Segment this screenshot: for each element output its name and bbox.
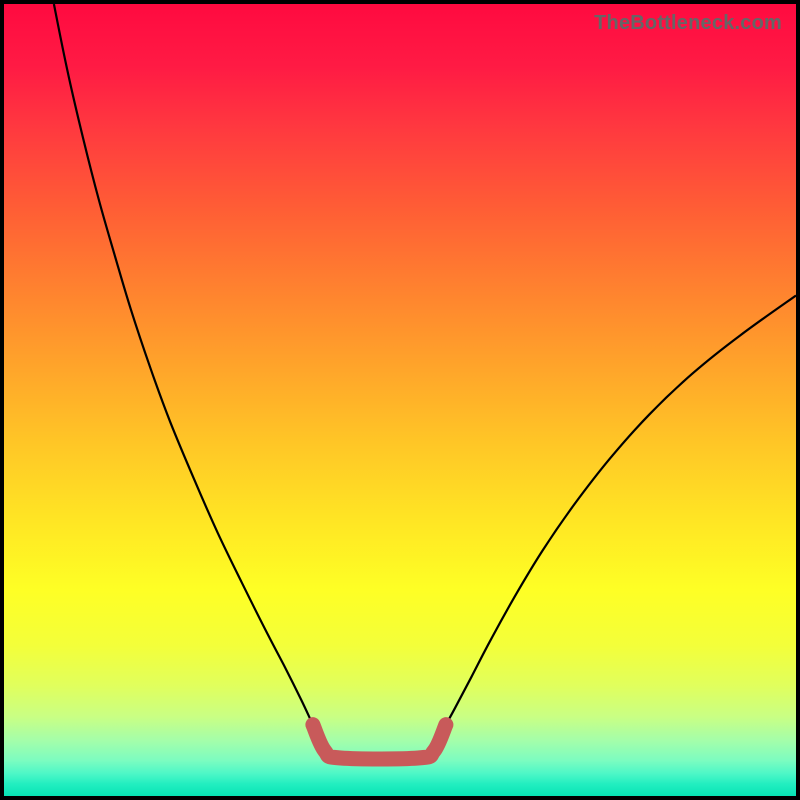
watermark-text: TheBottleneck.com — [594, 12, 782, 35]
chart-area: TheBottleneck.com — [4, 4, 796, 796]
curve-left — [54, 4, 313, 725]
curve-overlay — [4, 4, 796, 796]
chart-container: TheBottleneck.com — [0, 0, 800, 800]
curve-right — [446, 296, 796, 725]
optimal-band — [313, 725, 446, 759]
